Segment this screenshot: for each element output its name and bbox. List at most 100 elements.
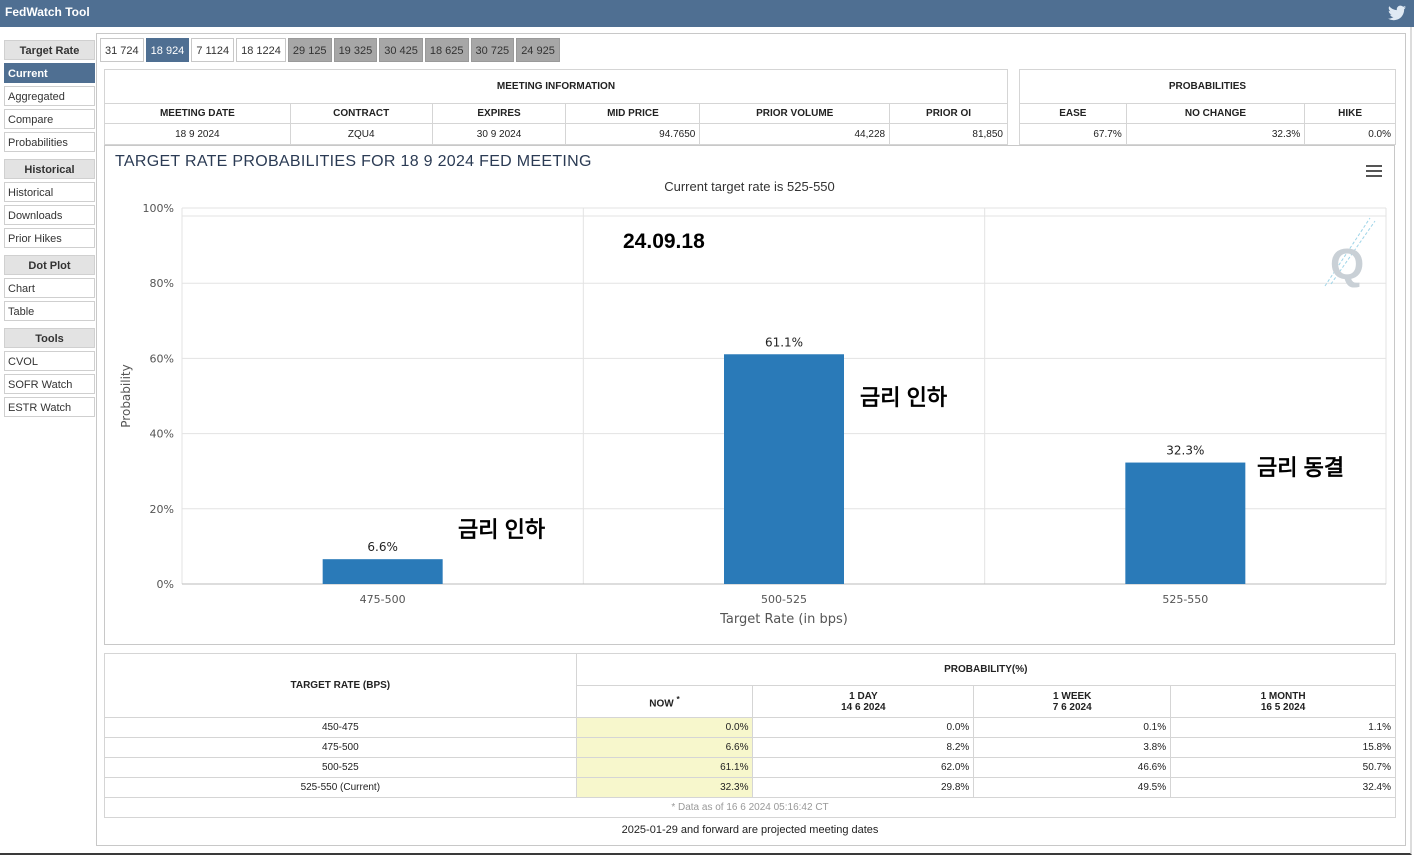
cell-week: 46.6%	[973, 757, 1172, 778]
app-title: FedWatch Tool	[5, 5, 90, 19]
sidebar-item-probabilities[interactable]: Probabilities	[4, 132, 95, 152]
sidebar-item-current[interactable]: Current	[4, 63, 95, 83]
bar-data-label: 32.3%	[1166, 444, 1204, 458]
sidebar-item-aggregated[interactable]: Aggregated	[4, 86, 95, 106]
probability-history-table: TARGET RATE (BPS) PROBABILITY(%) NOW * 1…	[104, 653, 1397, 818]
col-expires: EXPIRES	[431, 103, 567, 124]
prior-volume-value: 44,228	[699, 123, 891, 145]
cell-now: 6.6%	[575, 737, 754, 758]
chart-subtitle: Current target rate is 525-550	[664, 179, 835, 194]
meeting-tabs: 31 724 18 924 7 1124 18 1224 29 125 19 325 30 …	[100, 38, 562, 62]
col-hike: HIKE	[1304, 103, 1396, 124]
table-row: 525-550 (Current) 32.3% 29.8% 49.5% 32.4%	[104, 777, 1396, 798]
col-target-rate: TARGET RATE (BPS)	[104, 653, 577, 718]
sidebar-item-sofr-watch[interactable]: SOFR Watch	[4, 374, 95, 394]
col-contract: CONTRACT	[289, 103, 433, 124]
data-timestamp-footnote: * Data as of 16 6 2024 05:16:42 CT	[104, 797, 1396, 818]
cell-rate: 475-500	[104, 737, 577, 758]
hike-value: 0.0%	[1304, 123, 1396, 145]
meeting-info-heading: MEETING INFORMATION	[104, 69, 1008, 104]
bar	[1125, 462, 1246, 584]
cell-month: 32.4%	[1170, 777, 1396, 798]
y-tick-label: 100%	[143, 202, 174, 215]
cell-day: 8.2%	[752, 737, 975, 758]
y-tick-label: 0%	[157, 578, 174, 591]
meeting-tab[interactable]: 7 1124	[191, 38, 235, 62]
contract-value: ZQU4	[289, 123, 433, 145]
meeting-tab[interactable]: 18 625	[424, 38, 469, 62]
meeting-tab[interactable]: 30 725	[470, 38, 515, 62]
rate-hold-annotation: 금리 동결	[1257, 455, 1345, 480]
y-tick-label: 80%	[150, 277, 174, 290]
meeting-info-table: MEETING INFORMATION MEETING DATE CONTRAC…	[104, 69, 1008, 145]
meeting-tab[interactable]: 30 425	[379, 38, 423, 62]
expires-value: 30 9 2024	[431, 123, 567, 145]
col-no-change: NO CHANGE	[1125, 103, 1306, 124]
no-change-value: 32.3%	[1125, 123, 1306, 145]
sidebar-item-table[interactable]: Table	[4, 301, 95, 321]
col-ease: EASE	[1019, 103, 1127, 124]
bar	[724, 354, 844, 584]
sidebar-item-compare[interactable]: Compare	[4, 109, 95, 129]
sidebar-item-cvol[interactable]: CVOL	[4, 351, 95, 371]
watermark-logo: Q	[1324, 217, 1376, 289]
cell-day: 29.8%	[752, 777, 975, 798]
col-mid-price: MID PRICE	[565, 103, 701, 124]
cell-day: 62.0%	[752, 757, 975, 778]
chart-panel: TARGET RATE PROBABILITIES FOR 18 9 2024 …	[104, 145, 1395, 645]
sidebar: Target Rate Current Aggregated Compare Proba…	[4, 40, 95, 420]
cell-day: 0.0%	[752, 717, 975, 738]
twitter-icon[interactable]	[1388, 5, 1406, 21]
col-meeting-date: MEETING DATE	[104, 103, 291, 124]
col-prior-volume: PRIOR VOLUME	[699, 103, 891, 124]
ease-value: 67.7%	[1019, 123, 1127, 145]
sidebar-heading[interactable]: Dot Plot	[4, 255, 95, 275]
probability-heading: PROBABILITY(%)	[575, 653, 1397, 686]
meeting-tab[interactable]: 29 125	[287, 38, 332, 62]
meeting-tab[interactable]: 18 1224	[236, 38, 286, 62]
probabilities-heading: PROBABILITIES	[1019, 69, 1396, 104]
cell-week: 0.1%	[973, 717, 1172, 738]
table-row: 500-525 61.1% 62.0% 46.6% 50.7%	[104, 757, 1396, 778]
x-axis-title: Target Rate (in bps)	[719, 612, 848, 627]
x-tick-label: 525-550	[1162, 593, 1208, 606]
sidebar-item-estr-watch[interactable]: ESTR Watch	[4, 397, 95, 417]
sidebar-item-historical[interactable]: Historical	[4, 182, 95, 202]
col-1-week: 1 WEEK 7 6 2024	[973, 685, 1172, 718]
cell-week: 3.8%	[973, 737, 1172, 758]
probabilities-table: PROBABILITIES EASE NO CHANGE HIKE 67.7% …	[1019, 69, 1396, 145]
rate-cut-annotation-2: 금리 인하	[458, 517, 546, 542]
sidebar-heading[interactable]: Historical	[4, 159, 95, 179]
title-bar: FedWatch Tool	[0, 0, 1414, 27]
meeting-date-value: 18 9 2024	[104, 123, 291, 145]
prior-oi-value: 81,850	[889, 123, 1008, 145]
cell-now: 0.0%	[575, 717, 754, 738]
watermark-text: Q	[1330, 240, 1364, 289]
sidebar-heading[interactable]: Tools	[4, 328, 95, 348]
col-1-month: 1 MONTH 16 5 2024	[1170, 685, 1396, 718]
col-prior-oi: PRIOR OI	[889, 103, 1008, 124]
bar-data-label: 6.6%	[367, 540, 398, 554]
bar-data-label: 61.1%	[765, 335, 803, 349]
chart-menu-icon[interactable]	[1366, 165, 1382, 179]
table-row: 450-475 0.0% 0.0% 0.1% 1.1%	[104, 717, 1396, 738]
y-tick-label: 20%	[150, 503, 174, 516]
cell-month: 50.7%	[1170, 757, 1396, 778]
projected-dates-note: 2025-01-29 and forward are projected mee…	[621, 824, 879, 836]
date-annotation: 24.09.18	[623, 230, 705, 253]
sidebar-item-prior-hikes[interactable]: Prior Hikes	[4, 228, 95, 248]
sidebar-item-downloads[interactable]: Downloads	[4, 205, 95, 225]
meeting-tab[interactable]: 24 925	[516, 38, 560, 62]
meeting-tab[interactable]: 19 325	[333, 38, 378, 62]
bar	[322, 559, 443, 584]
table-row: 475-500 6.6% 8.2% 3.8% 15.8%	[104, 737, 1396, 758]
col-1-day: 1 DAY 14 6 2024	[752, 685, 975, 718]
sidebar-heading[interactable]: Target Rate	[4, 40, 95, 60]
sidebar-item-chart[interactable]: Chart	[4, 278, 95, 298]
window-frame	[0, 27, 1412, 855]
meeting-tab[interactable]: 31 724	[100, 38, 144, 62]
meeting-tab[interactable]: 18 924	[145, 38, 190, 62]
mid-price-value: 94.7650	[565, 123, 701, 145]
rate-cut-annotation: 금리 인하	[860, 385, 948, 410]
cell-now: 61.1%	[575, 757, 754, 778]
